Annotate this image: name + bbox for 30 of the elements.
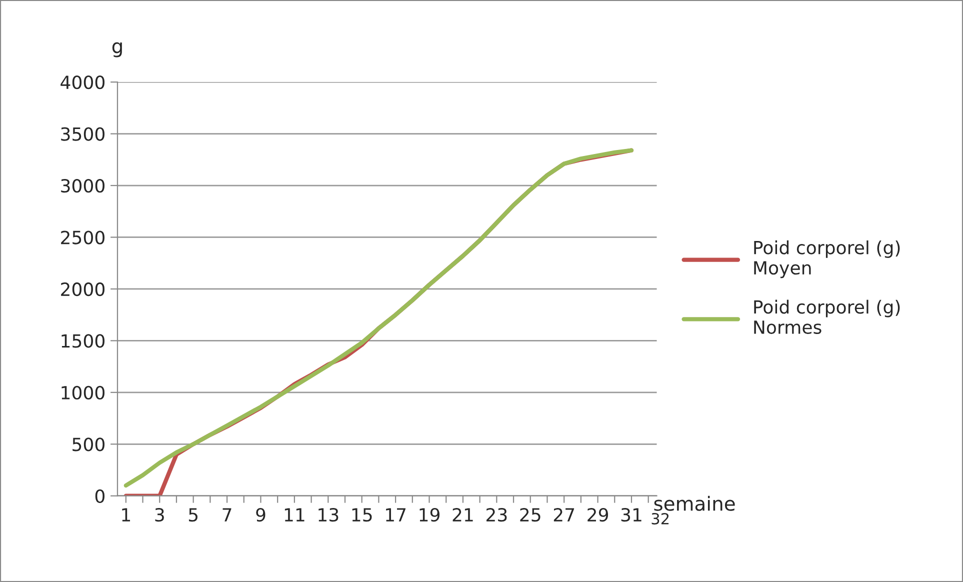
legend-label: Poid corporel (g) Normes [754,300,900,334]
x-tick-label: 27 [554,508,574,522]
x-tick-label: 9 [256,508,266,522]
x-tick-label: 11 [284,508,304,522]
y-tick-label: 4000 [60,76,104,90]
y-tick-label: 3500 [61,127,104,141]
y-tick-label: 0 [95,489,104,503]
y-tick-label: 2000 [61,282,104,296]
x-tick-label: 23 [486,508,507,522]
legend-label: Poid corporel (g) Moyen [754,240,900,278]
y-tick-label: 1000 [62,386,104,400]
x-axis-title: semaine [654,496,735,511]
x-tick-label: 19 [420,508,440,522]
x-tick-label: 3 [155,508,164,522]
x-tick-label: 31 [621,508,642,522]
y-tick-label: 3000 [61,178,104,193]
y-tick-label: 2500 [61,230,104,244]
y-tick-label: 500 [72,438,104,452]
y-axis-title: g [112,42,122,58]
x-tick-label: 17 [386,508,406,522]
x-tick-label: 1 [122,508,130,522]
x-tick-label: 13 [318,508,338,522]
x-tick-label: 25 [520,508,540,522]
x-tick-label: 29 [588,508,608,522]
y-tick-label: 1500 [62,334,104,348]
x-tick-label: 15 [352,508,372,522]
x-tick-label: 7 [222,508,232,522]
x-tick-label: 5 [188,508,198,522]
x-tick-label: 32 [652,512,669,524]
x-tick-label: 21 [452,508,473,522]
